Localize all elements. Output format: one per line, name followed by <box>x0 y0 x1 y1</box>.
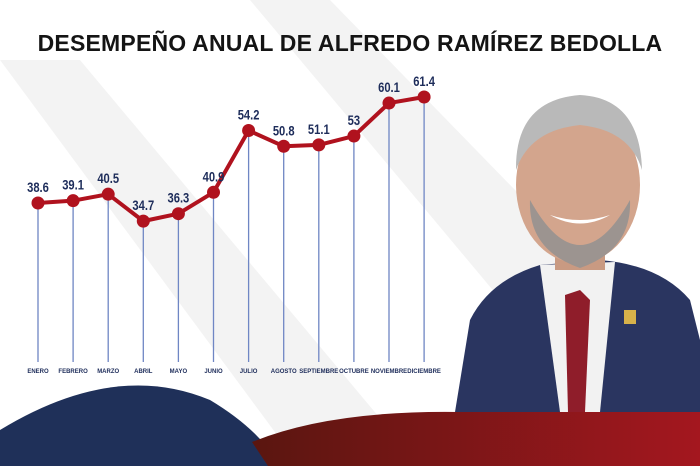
x-tick-label: AGOSTO <box>271 369 297 375</box>
portrait <box>455 95 700 412</box>
x-tick-label: MARZO <box>97 369 119 375</box>
x-tick-label: JUNIO <box>204 369 223 375</box>
data-label: 53 <box>348 113 360 128</box>
x-tick-label: NOVIEMBRE <box>371 369 407 375</box>
data-label: 40.9 <box>203 169 225 184</box>
data-label: 36.3 <box>168 191 190 206</box>
blue-wave <box>0 385 280 466</box>
data-point <box>242 123 256 137</box>
data-point <box>417 90 431 104</box>
data-point <box>101 187 115 201</box>
data-point <box>277 139 291 153</box>
x-tick-label: ENERO <box>27 369 49 375</box>
data-label: 34.7 <box>132 198 154 213</box>
x-tick-label: FEBRERO <box>58 369 88 375</box>
data-label: 40.5 <box>97 171 119 186</box>
data-point <box>312 138 326 152</box>
x-tick-label: OCTUBRE <box>339 369 369 375</box>
data-label: 54.2 <box>238 107 260 122</box>
data-point <box>382 96 396 110</box>
data-point <box>31 196 45 210</box>
bg-stripe <box>0 60 420 466</box>
data-point <box>66 194 80 208</box>
data-point <box>171 207 185 221</box>
data-label: 60.1 <box>378 80 400 95</box>
data-label: 50.8 <box>273 123 295 138</box>
data-point <box>347 129 361 143</box>
chart-title: DESEMPEÑO ANUAL DE ALFREDO RAMÍREZ BEDOL… <box>37 30 663 56</box>
x-tick-label: ABRIL <box>134 369 153 375</box>
x-tick-label: DICIEMBRE <box>407 369 441 375</box>
x-tick-label: MAYO <box>170 369 188 375</box>
data-point <box>207 185 220 199</box>
red-wave <box>252 411 700 466</box>
data-point <box>136 214 150 228</box>
data-label: 38.6 <box>27 180 49 195</box>
data-label: 39.1 <box>62 178 84 193</box>
series-line <box>37 95 425 224</box>
data-label: 51.1 <box>308 122 330 137</box>
x-tick-label: JULIO <box>240 369 258 375</box>
x-tick-label: SEPTIEMBRE <box>299 369 338 375</box>
data-label: 61.4 <box>413 74 435 89</box>
